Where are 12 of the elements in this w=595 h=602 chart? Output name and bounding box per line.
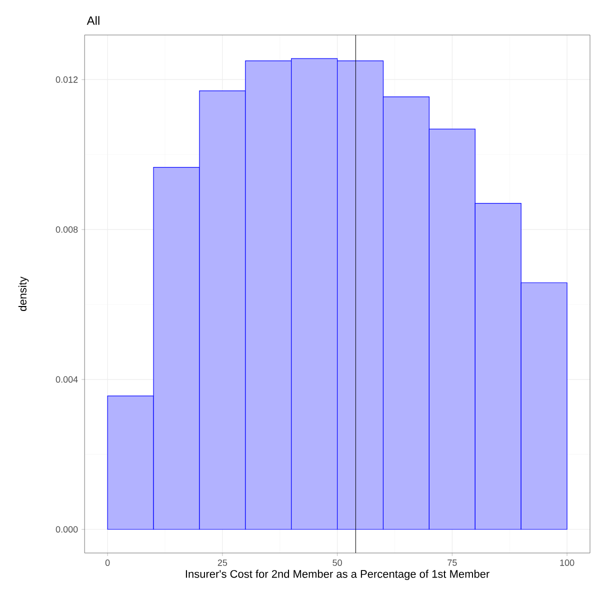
y-tick-label: 0.012 bbox=[56, 76, 78, 83]
x-tick-label: 25 bbox=[218, 560, 228, 566]
y-tick-label: 0.004 bbox=[56, 376, 78, 383]
x-tick-label: 50 bbox=[332, 560, 342, 566]
x-tick-label: 75 bbox=[448, 560, 457, 566]
x-axis-title: Insurer's Cost for 2nd Member as a Percentage of 1st Member bbox=[186, 570, 490, 580]
x-tick-label: 0 bbox=[105, 560, 110, 566]
x-tick-label: 100 bbox=[560, 560, 574, 566]
y-axis-title: density bbox=[18, 276, 29, 311]
chart-title: All bbox=[86, 16, 100, 25]
y-tick-label: 0.008 bbox=[56, 226, 78, 233]
y-tick-label: 0.000 bbox=[56, 526, 78, 533]
